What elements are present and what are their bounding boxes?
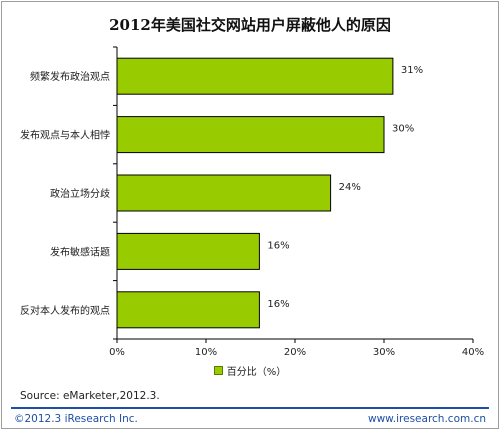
bar xyxy=(116,116,385,154)
category-label: 频繁发布政治观点 xyxy=(30,70,110,83)
value-label: 24% xyxy=(339,182,361,193)
x-tick-label: 30% xyxy=(373,347,395,358)
legend-label: 百分比（%） xyxy=(226,367,287,378)
value-label: 30% xyxy=(392,124,414,135)
bar xyxy=(116,57,394,95)
bar xyxy=(116,232,260,270)
bar-chart: 0% 10% 20% 30% 40% 频繁发布政治观点 31% 发布观点与本人相悖 30% 政治立… xyxy=(20,46,484,358)
x-tick-label: 40% xyxy=(462,347,484,358)
copyright-text: ©2012.3 iResearch Inc. xyxy=(14,413,138,425)
value-label: 16% xyxy=(267,240,289,251)
value-label: 31% xyxy=(401,65,423,76)
x-tick-label: 0% xyxy=(109,347,125,358)
x-tick-label: 10% xyxy=(195,347,217,358)
chart-title: 2012年美国社交网站用户屏蔽他人的原因 xyxy=(109,16,391,34)
category-label: 政治立场分歧 xyxy=(50,187,110,200)
legend: 百分比（%） xyxy=(2,363,498,378)
source-note: Source: eMarketer,2012.3. xyxy=(20,390,160,402)
bar xyxy=(116,174,332,212)
category-label: 发布敏感话题 xyxy=(50,245,110,258)
legend-swatch xyxy=(213,366,223,375)
website-link[interactable]: www.iresearch.com.cn xyxy=(367,413,486,425)
bar xyxy=(116,291,260,329)
category-label: 反对本人发布的观点 xyxy=(20,304,110,317)
x-tick-label: 20% xyxy=(284,347,306,358)
category-label: 发布观点与本人相悖 xyxy=(20,129,110,142)
footer-divider xyxy=(11,407,489,409)
value-label: 16% xyxy=(267,299,289,310)
